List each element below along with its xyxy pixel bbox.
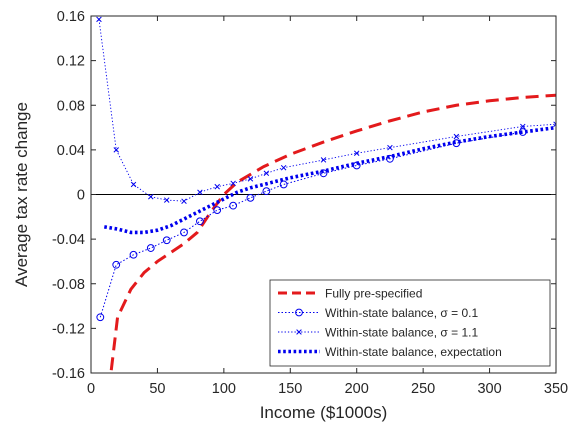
y-tick-label-8: 0.12 [57,54,85,70]
x-tick-label-3: 100 [212,381,236,397]
series-1-line [109,93,556,373]
series-3-point-10 [247,176,254,182]
series-3-point-8-glyph [214,183,220,190]
series-3-point-17-glyph [520,123,526,130]
series-3-point-12-glyph [280,164,287,171]
y-tick-label-6: 0.04 [57,143,85,159]
series-3-point-3-glyph [130,181,137,188]
series-3-point-18-glyph [553,121,556,127]
series-4 [103,125,556,235]
x-tick-label-8: 350 [544,381,568,397]
series-3-point-15-glyph [387,144,393,151]
series-3-point-13 [320,157,327,163]
series-3-point-13-glyph [320,157,327,163]
series-2-point-10 [246,193,255,202]
series-2-point-7 [196,217,204,226]
series-3-point-18 [553,121,556,127]
series-2-point-2 [112,260,121,269]
series-2 [96,128,527,322]
y-tick-label-1: -0.16 [52,366,85,382]
legend-item-2-marker [295,308,303,317]
series-2-point-17 [518,128,527,136]
series-3-line [98,19,556,202]
series-2-point-3 [129,250,138,259]
y-tick-label-2: -0.12 [52,321,85,337]
legend-item-4: Within-state balance, expectation [278,345,502,359]
series-2-point-12 [279,180,288,189]
series-4-line [103,125,556,235]
series-3-point-16 [453,133,460,140]
series-3-point-1 [96,16,102,23]
legend: Fully pre-specified Within-state balance,… [269,279,551,367]
series-2-point-15 [386,154,394,163]
series-2-point-16 [452,139,461,148]
series-2-point-4 [146,244,155,252]
series-2-point-5 [162,236,171,245]
series-3-point-10-glyph [247,176,254,182]
series-3 [96,16,556,204]
series-3-point-11 [263,170,270,177]
series-3-point-7-glyph [197,189,203,196]
legend-item-4-label: Within-state balance, expectation [325,345,502,359]
series-2-line [99,131,523,318]
series-2-point-8 [213,206,222,215]
series-2-point-13 [319,169,328,178]
legend-item-3-label: Within-state balance, σ = 1.1 [325,326,478,340]
y-tick-label-9: 0.16 [57,9,85,25]
y-axis-label: Average tax rate change [12,102,31,287]
legend-item-3: Within-state balance, σ = 1.1 [278,326,478,340]
y-tick-label-4: -0.04 [52,232,85,248]
series-3-point-6 [181,198,187,204]
series-3-point-3 [130,181,137,188]
legend-item-1-label: Fully pre-specified [325,287,422,301]
legend-item-2: Within-state balance, σ = 0.1 [278,306,478,320]
x-tick-label-5: 200 [345,381,369,397]
legend-item-2-label: Within-state balance, σ = 0.1 [325,306,478,320]
x-tick-label-7: 300 [477,381,501,397]
series-3-point-4-glyph [148,193,154,200]
y-tick-label-3: -0.08 [52,277,85,293]
y-axis: -0.16 -0.12 -0.08 -0.04 0 0.04 0.08 0.12 0.16 [52,9,556,382]
series-3-point-2-glyph [113,147,119,153]
series-2-point-14 [352,161,361,170]
y-tick-label-5: 0 [77,188,85,204]
series-3-point-12 [280,164,287,171]
series-3-point-14-glyph [353,150,360,156]
series-3-point-6-glyph [181,198,187,204]
series-3-point-5-glyph [163,197,170,203]
legend-item-3-marker [296,329,302,335]
series-2-point-1 [96,313,105,322]
plot-content [91,16,556,373]
series-3-point-9-glyph [230,180,236,187]
x-tick-label-4: 150 [278,381,302,397]
series-3-point-4 [148,193,154,200]
series-3-point-15 [387,144,393,151]
series-3-point-1-glyph [96,16,102,23]
x-axis: 0 50 100 150 200 250 300 350 [87,16,568,397]
series-3-point-8 [214,183,220,190]
series-3-point-9 [230,180,236,187]
series-3-point-11-glyph [263,170,270,177]
x-tick-label-1: 0 [87,381,95,397]
series-2-point-6 [180,228,188,237]
y-tick-label-7: 0.08 [57,98,85,114]
series-1 [109,93,556,373]
x-axis-label: Income ($1000s) [260,403,388,422]
series-3-point-14 [353,150,360,156]
x-tick-label-2: 50 [149,381,165,397]
series-3-point-5 [163,197,170,203]
legend-item-3-marker-glyph [296,329,302,335]
series-2-point-11 [262,187,271,196]
series-3-point-16-glyph [453,133,460,140]
series-3-point-2 [113,147,119,153]
series-3-point-17 [520,123,526,130]
series-3-point-7 [197,189,203,196]
x-tick-label-6: 250 [411,381,435,397]
series-2-point-9 [229,201,238,210]
legend-item-1: Fully pre-specified [278,287,422,301]
